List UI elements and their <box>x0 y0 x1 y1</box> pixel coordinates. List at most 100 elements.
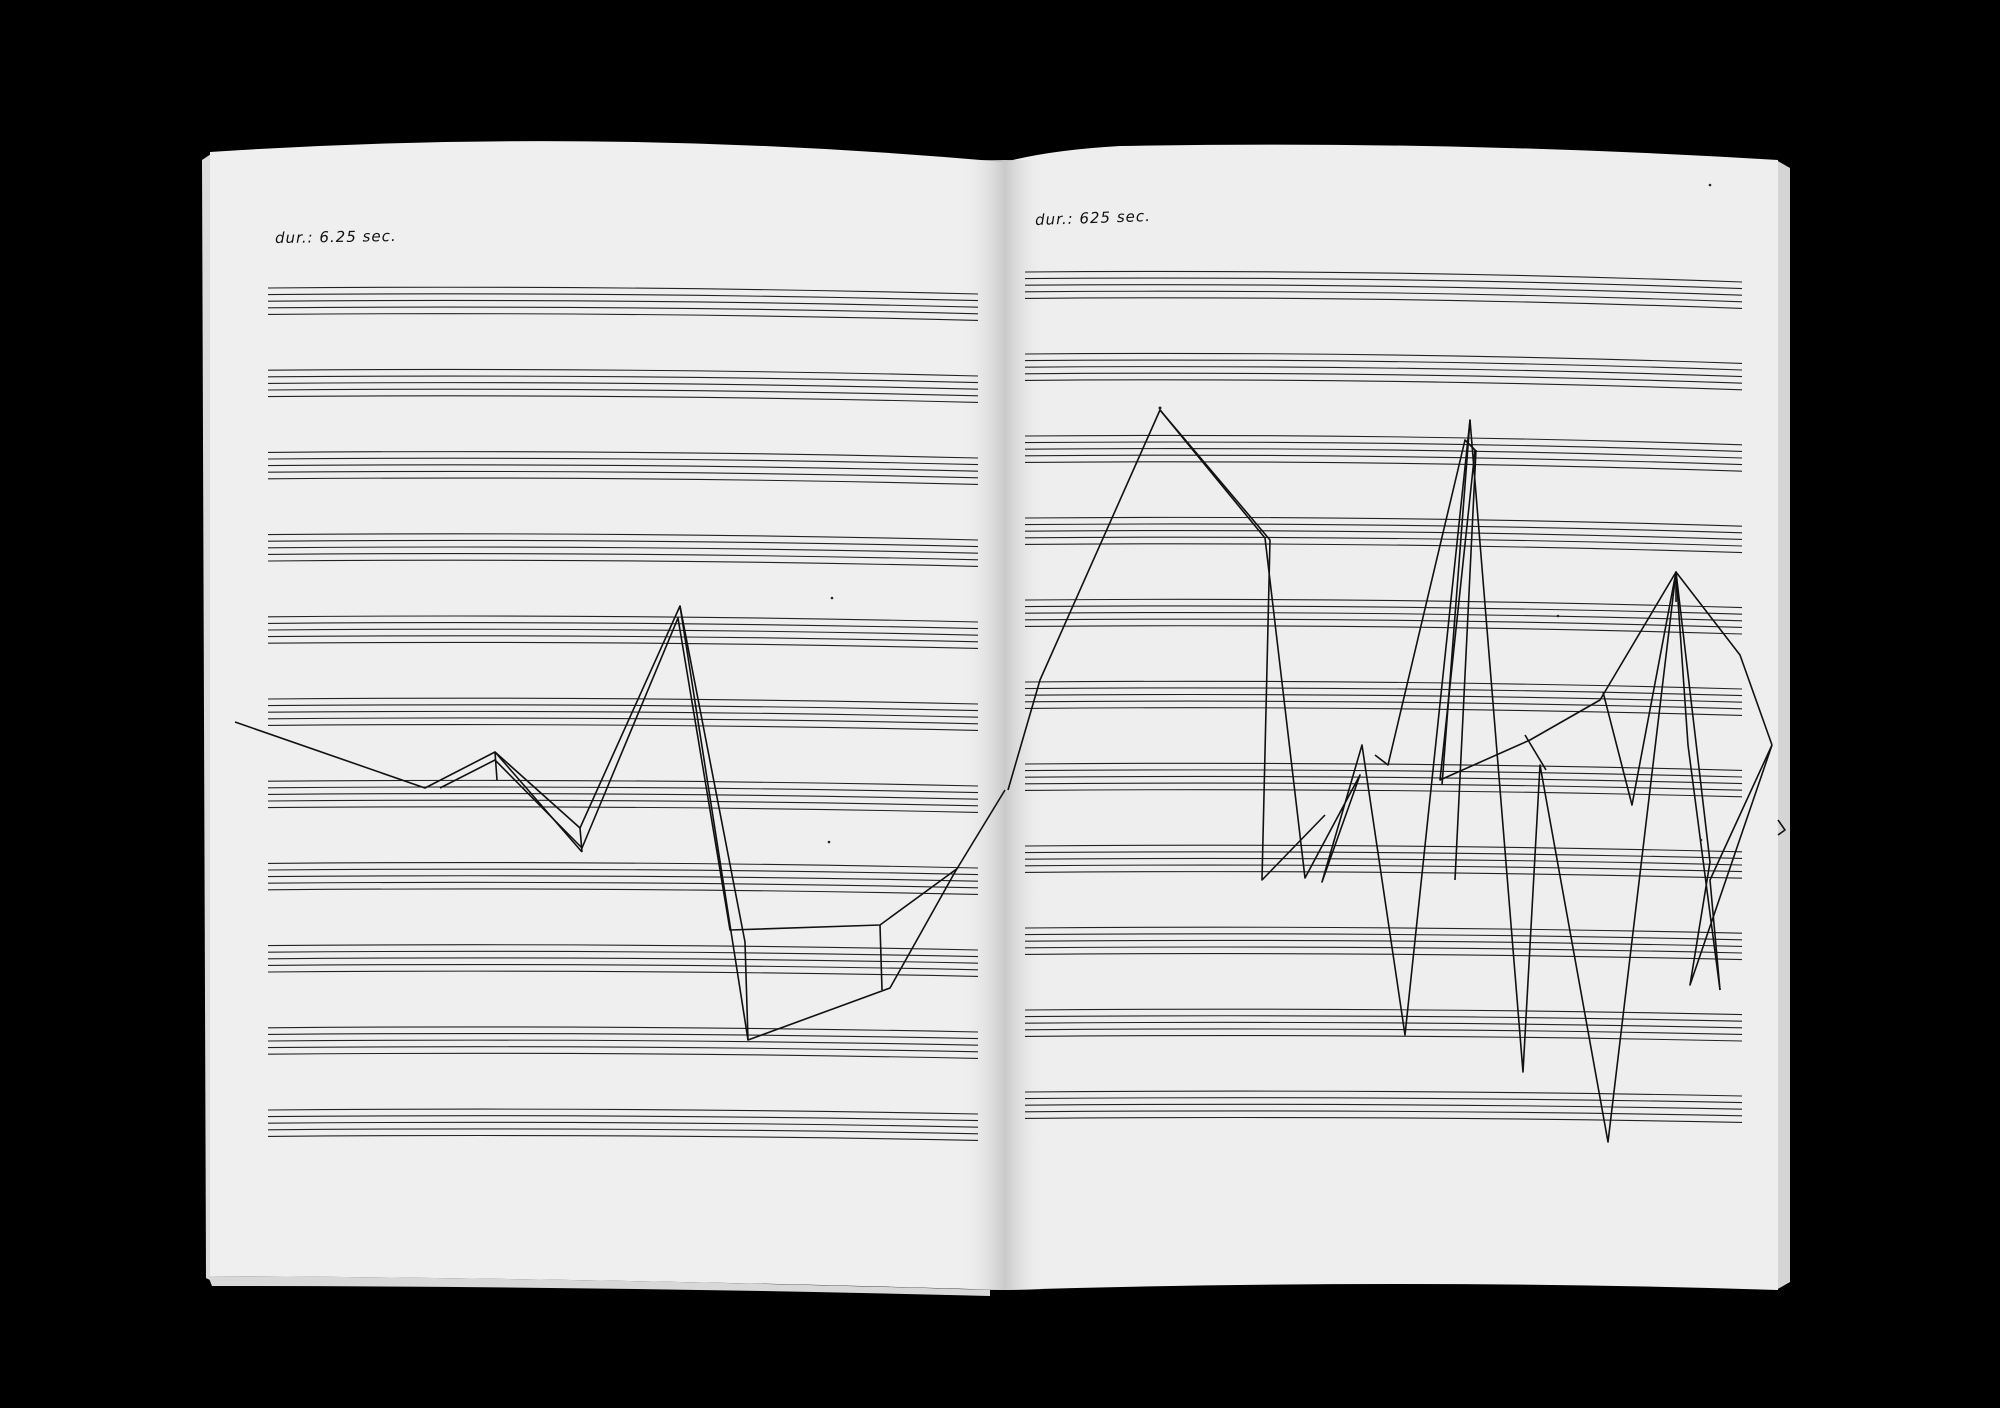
staff-line <box>267 1108 979 1115</box>
right-staff-1 <box>1024 270 1743 309</box>
staff-line <box>267 533 979 541</box>
left-staff-11 <box>267 1108 979 1141</box>
staff-line <box>1024 939 1743 947</box>
staff-line <box>267 862 979 869</box>
staff-line <box>1024 1090 1743 1097</box>
staff-line <box>267 635 979 643</box>
staff-line <box>1024 789 1743 798</box>
staff-line <box>267 559 979 567</box>
staff-line <box>1024 605 1743 615</box>
staff-line <box>267 710 979 718</box>
right-staff-11 <box>1024 1090 1743 1123</box>
staff-line <box>1024 598 1743 609</box>
staff-line <box>1024 352 1743 364</box>
staff-line <box>267 1052 979 1059</box>
staff-line <box>267 286 979 295</box>
staff-line <box>1024 1015 1743 1022</box>
staff-line <box>1024 700 1743 710</box>
staff-line <box>1024 687 1743 697</box>
staff-line <box>267 881 979 889</box>
staff-line <box>1024 359 1743 371</box>
staff-line <box>1024 1116 1743 1123</box>
staff-line <box>267 293 979 302</box>
staff-line <box>267 957 979 964</box>
staff-line <box>1024 516 1743 527</box>
staff-line <box>1024 693 1743 703</box>
right-staff-7 <box>1024 762 1743 798</box>
staff-line <box>267 622 979 630</box>
staff-line <box>1024 1097 1743 1104</box>
staff-line <box>1024 926 1743 934</box>
staff-line <box>267 1039 979 1046</box>
staff-line <box>267 553 979 561</box>
right-page <box>1005 144 1778 1291</box>
left-staff-1 <box>267 286 979 321</box>
staff-line <box>1024 461 1743 472</box>
staff-line <box>267 628 979 636</box>
left-staff-5 <box>267 615 979 649</box>
staff-line <box>1024 762 1743 771</box>
staff-line <box>267 868 979 876</box>
staff-line <box>1024 1035 1743 1042</box>
staff-line <box>267 806 979 813</box>
left-staff-2 <box>267 368 979 403</box>
staff-line <box>267 1115 979 1122</box>
staff-line <box>1024 769 1743 778</box>
staff-line <box>1024 953 1743 961</box>
staff-line <box>1024 1008 1743 1016</box>
staff-line <box>1024 277 1743 290</box>
staff-line <box>267 793 979 800</box>
staff-line <box>267 546 979 554</box>
staff-line <box>267 451 979 459</box>
staff-line <box>267 1121 979 1128</box>
staff-line <box>267 457 979 466</box>
staff-line <box>267 641 979 649</box>
staff-line <box>267 1032 979 1040</box>
staff-line <box>1024 1021 1743 1029</box>
staff-line <box>1024 284 1743 296</box>
left-graphic-line <box>234 605 1006 1041</box>
staff-line <box>267 539 979 548</box>
staff-line <box>1024 618 1743 628</box>
staff-line <box>267 615 979 623</box>
staff-line <box>1024 775 1743 785</box>
right-staff-4 <box>1024 516 1743 554</box>
right-staff-3 <box>1024 434 1743 472</box>
staff-line <box>267 375 979 384</box>
staff-line <box>1024 270 1743 283</box>
staff-line <box>267 299 979 308</box>
right-staff-9 <box>1024 926 1743 961</box>
staff-line <box>267 970 979 977</box>
staff-line <box>267 888 979 895</box>
staff-line <box>1024 297 1743 309</box>
left-staff-10 <box>267 1026 979 1059</box>
left-page <box>210 141 1005 1290</box>
staff-line <box>267 724 979 731</box>
staff-line <box>267 950 979 958</box>
staff-line <box>1024 611 1743 622</box>
staff-line <box>267 464 979 472</box>
staff-line <box>1024 851 1743 859</box>
staff-line <box>267 382 979 390</box>
staff-line <box>267 717 979 725</box>
staff-line <box>267 1128 979 1135</box>
left-staff-9 <box>267 944 979 977</box>
left-staff-4 <box>267 533 979 567</box>
staff-line <box>267 477 979 485</box>
staff-line <box>1024 844 1743 853</box>
right-staff-6 <box>1024 680 1743 716</box>
staff-line <box>1024 454 1743 466</box>
staff-line <box>1024 372 1743 384</box>
staff-line <box>267 1026 979 1033</box>
right-staff-2 <box>1024 352 1743 391</box>
staff-line <box>1024 680 1743 690</box>
staff-line <box>1024 290 1743 303</box>
left-staves <box>267 286 979 1141</box>
staff-line <box>1024 366 1743 378</box>
staff-line <box>1024 946 1743 954</box>
staff-line <box>1024 523 1743 534</box>
staff-line <box>267 799 979 807</box>
staff-line <box>1024 1110 1743 1117</box>
